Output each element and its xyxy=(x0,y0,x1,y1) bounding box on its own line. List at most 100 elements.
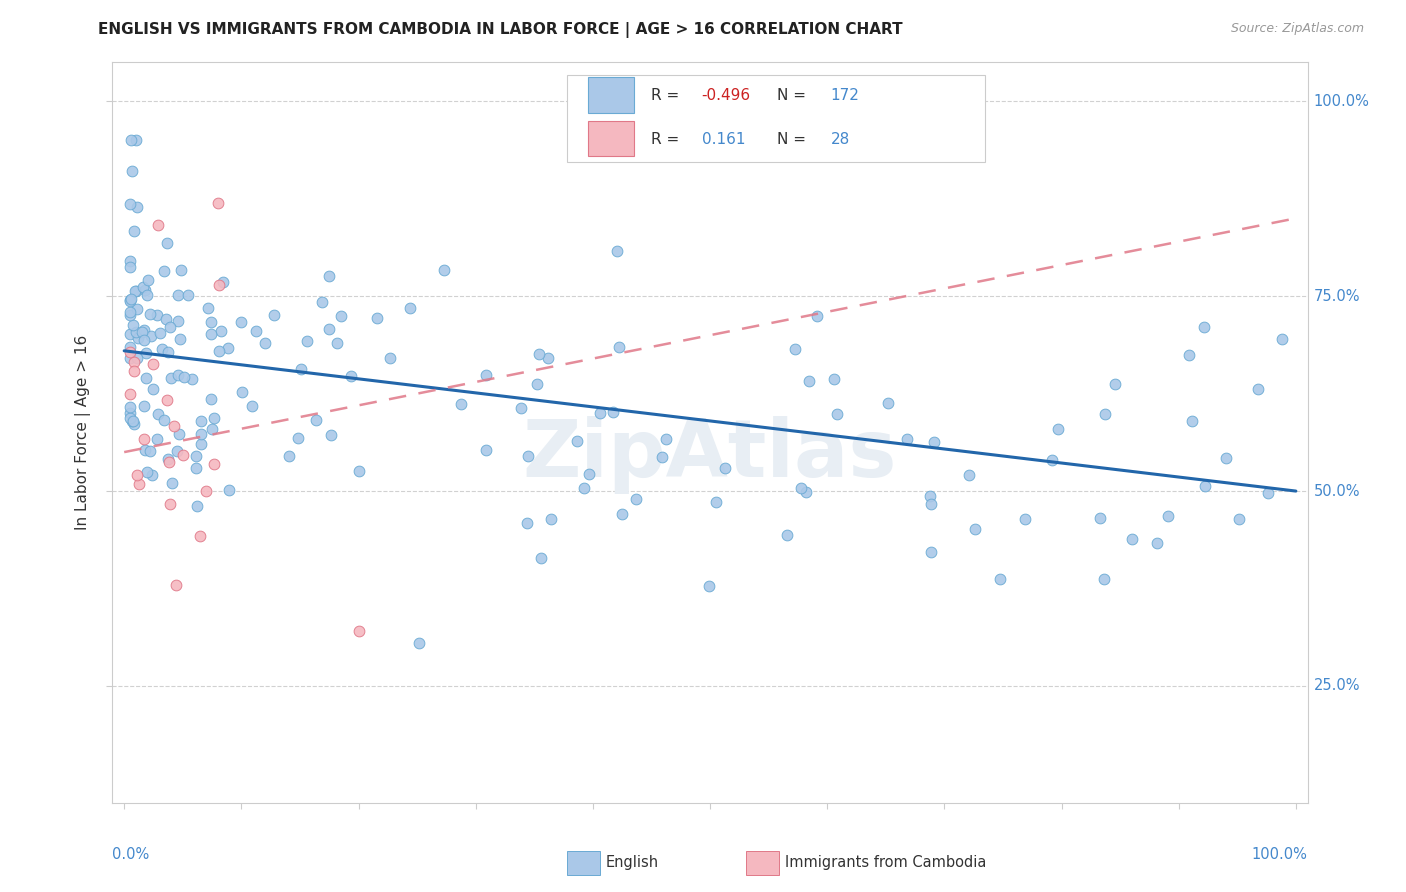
Point xyxy=(1121,532,1143,546)
Point xyxy=(329,310,352,324)
Point xyxy=(776,528,799,542)
Point xyxy=(177,287,200,301)
Point xyxy=(190,414,212,428)
Point xyxy=(124,284,146,298)
Point xyxy=(714,461,737,475)
Point xyxy=(120,308,141,322)
Point xyxy=(180,372,202,386)
Text: 0.161: 0.161 xyxy=(702,132,745,147)
Point xyxy=(1157,508,1180,523)
Point xyxy=(318,322,340,336)
Bar xyxy=(567,851,600,875)
Point xyxy=(202,411,225,425)
Bar xyxy=(588,78,634,112)
Point xyxy=(918,489,941,503)
Point xyxy=(325,336,347,351)
Point xyxy=(135,345,157,359)
Point xyxy=(922,434,945,449)
Point xyxy=(212,275,235,289)
Point xyxy=(120,351,141,365)
Text: Immigrants from Cambodia: Immigrants from Cambodia xyxy=(786,855,987,870)
Point xyxy=(208,278,231,293)
Point xyxy=(141,468,163,483)
Point xyxy=(142,357,165,371)
Point xyxy=(1181,414,1204,428)
Point xyxy=(125,285,148,299)
Point xyxy=(209,325,232,339)
Point xyxy=(125,325,148,339)
Point xyxy=(704,494,727,508)
Point xyxy=(120,293,141,308)
Point xyxy=(610,507,633,521)
Text: 50.0%: 50.0% xyxy=(1313,483,1360,499)
Text: ENGLISH VS IMMIGRANTS FROM CAMBODIA IN LABOR FORCE | AGE > 16 CORRELATION CHART: ENGLISH VS IMMIGRANTS FROM CAMBODIA IN L… xyxy=(98,22,903,38)
Point xyxy=(957,468,980,483)
Point xyxy=(156,236,179,251)
Point xyxy=(347,464,370,478)
Point xyxy=(1092,573,1115,587)
Point xyxy=(148,218,170,232)
Point xyxy=(120,133,142,147)
Point xyxy=(134,400,156,414)
Point xyxy=(120,326,141,341)
Text: R =: R = xyxy=(651,88,685,103)
Point xyxy=(142,383,165,397)
Point xyxy=(157,455,180,469)
Point xyxy=(305,413,328,427)
Point xyxy=(159,497,181,511)
Point xyxy=(785,343,807,357)
Point xyxy=(153,413,176,427)
Point xyxy=(207,195,229,210)
Point xyxy=(127,301,149,316)
Point xyxy=(988,572,1011,586)
Point xyxy=(186,450,208,464)
Point xyxy=(120,387,141,401)
Point xyxy=(340,368,363,383)
Point xyxy=(1194,478,1216,492)
Point xyxy=(217,341,239,355)
Point xyxy=(166,368,188,383)
Point xyxy=(167,287,190,301)
Point xyxy=(146,308,169,322)
Point xyxy=(134,323,156,337)
Point xyxy=(510,401,533,416)
Point xyxy=(120,292,142,306)
Point xyxy=(1271,332,1294,346)
Point xyxy=(1257,485,1279,500)
Point xyxy=(877,396,900,410)
Point xyxy=(578,467,600,482)
Point xyxy=(197,301,219,316)
Point xyxy=(516,449,538,463)
Point xyxy=(149,326,172,340)
Point xyxy=(122,355,145,369)
Point xyxy=(190,437,212,451)
Point xyxy=(122,318,145,332)
Point xyxy=(184,460,207,475)
Point xyxy=(253,335,276,350)
Point xyxy=(125,468,148,483)
Point xyxy=(806,309,828,323)
Point xyxy=(1227,512,1250,526)
Point xyxy=(527,347,550,361)
Point xyxy=(1247,383,1270,397)
Point xyxy=(398,301,420,316)
Point xyxy=(120,401,141,415)
Point xyxy=(135,371,157,385)
Point xyxy=(159,370,181,384)
Point xyxy=(1146,536,1168,550)
Point xyxy=(195,484,218,499)
Point xyxy=(474,442,496,457)
Point xyxy=(139,444,162,458)
Text: 100.0%: 100.0% xyxy=(1251,847,1308,863)
Point xyxy=(366,310,388,325)
Point xyxy=(321,428,343,442)
Point xyxy=(408,635,430,649)
Text: N =: N = xyxy=(778,132,811,147)
Point xyxy=(188,529,211,543)
Point xyxy=(347,624,370,639)
Point xyxy=(602,405,624,419)
Point xyxy=(136,287,159,301)
Point xyxy=(156,392,179,407)
Point xyxy=(606,244,628,258)
Point xyxy=(139,329,162,343)
